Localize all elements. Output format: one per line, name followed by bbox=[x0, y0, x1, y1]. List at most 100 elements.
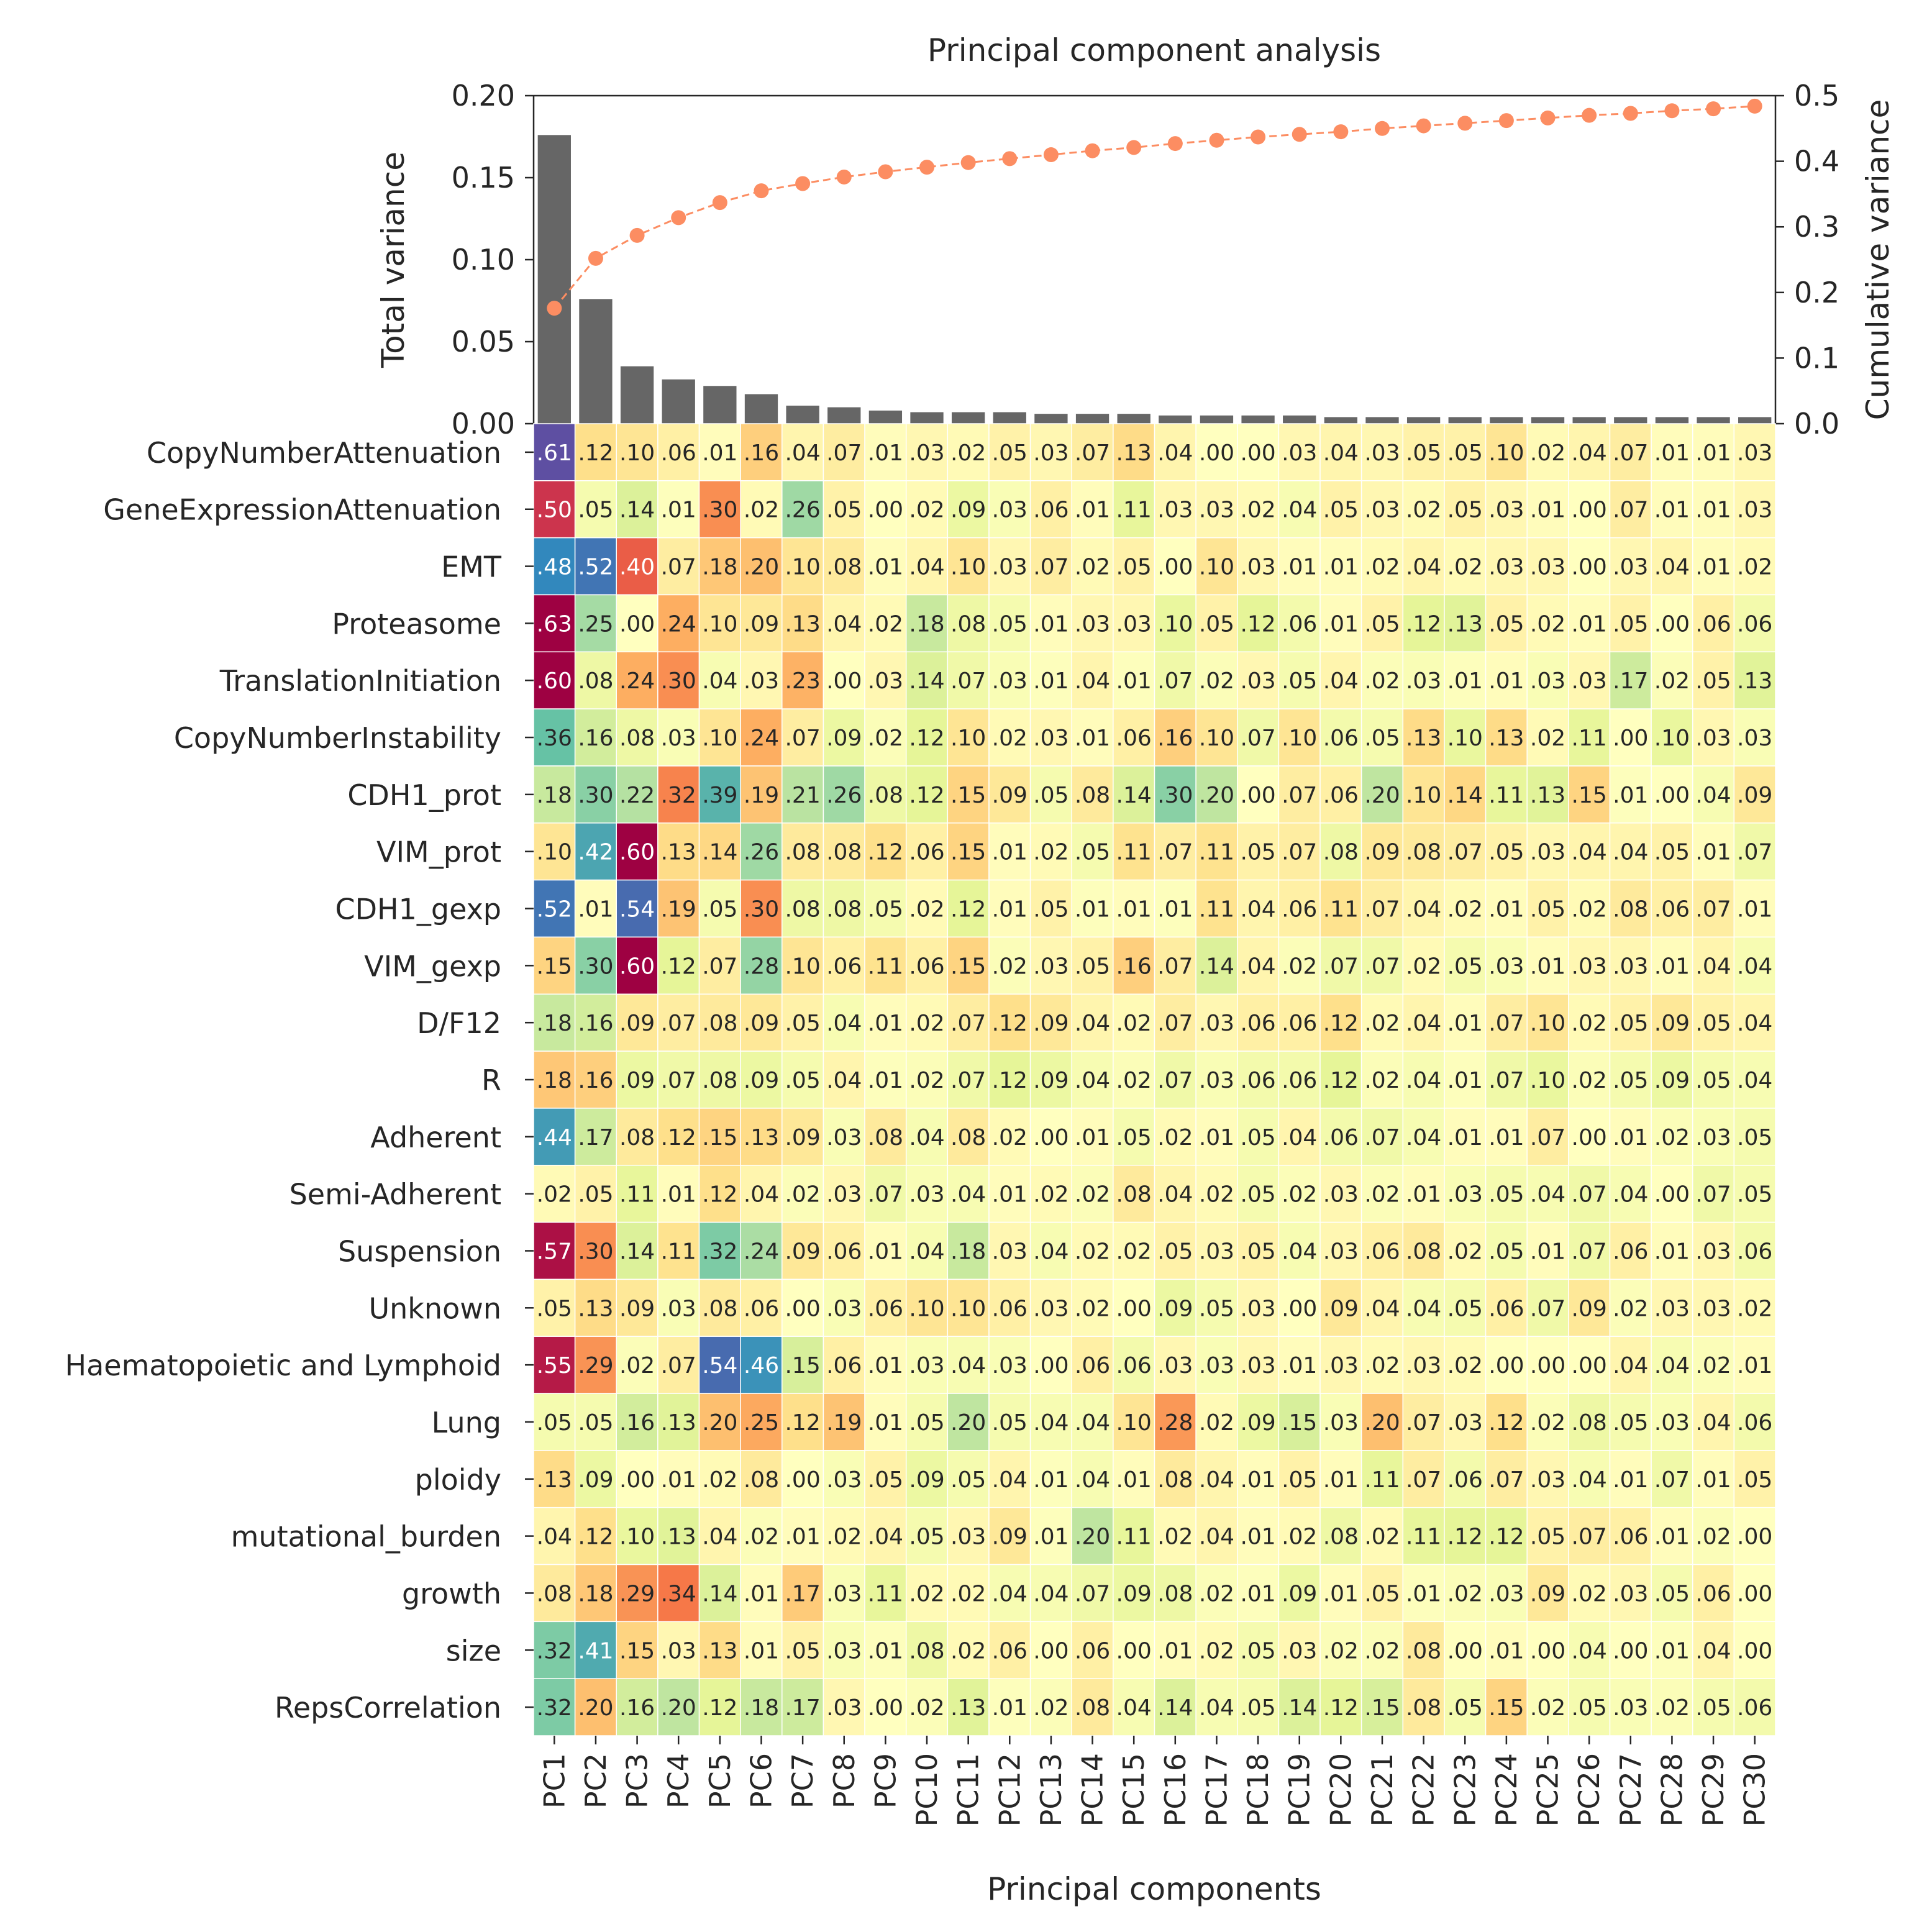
heatmap-value-label: .06 bbox=[992, 1296, 1028, 1321]
heatmap-value-label: .02 bbox=[1364, 668, 1400, 694]
heatmap-value-label: .30 bbox=[578, 783, 613, 808]
heatmap-value-label: .14 bbox=[1116, 783, 1152, 808]
heatmap-cell bbox=[1195, 822, 1238, 881]
column-label: PC13 bbox=[1034, 1753, 1068, 1826]
heatmap-cell bbox=[574, 1564, 617, 1623]
column-label: PC27 bbox=[1614, 1753, 1647, 1826]
heatmap-cell bbox=[988, 936, 1031, 995]
heatmap-value-label: .07 bbox=[1613, 498, 1648, 523]
column-label: PC28 bbox=[1655, 1753, 1688, 1826]
heatmap-value-label: .08 bbox=[826, 840, 862, 865]
variance-bar bbox=[1406, 417, 1441, 424]
heatmap-cell bbox=[1444, 1336, 1487, 1394]
heatmap-value-label: .01 bbox=[1654, 498, 1690, 523]
heatmap-value-label: .08 bbox=[1613, 897, 1648, 923]
heatmap-cell bbox=[1195, 1393, 1238, 1451]
heatmap-cell bbox=[1485, 1393, 1528, 1451]
heatmap-cell bbox=[822, 993, 865, 1052]
heatmap-cell bbox=[1319, 1278, 1362, 1337]
heatmap-cell bbox=[698, 480, 741, 539]
heatmap-cell bbox=[1609, 1278, 1652, 1337]
heatmap-value-label: .05 bbox=[1406, 440, 1441, 466]
heatmap-value-label: .08 bbox=[1323, 1524, 1359, 1550]
heatmap-value-label: .03 bbox=[1530, 555, 1565, 580]
heatmap-value-label: .05 bbox=[1447, 1695, 1483, 1721]
heatmap-cell bbox=[740, 1221, 783, 1280]
heatmap-value-label: .13 bbox=[537, 1467, 572, 1493]
heatmap-cell bbox=[864, 708, 907, 767]
heatmap-value-label: .02 bbox=[1447, 555, 1483, 580]
heatmap-cell bbox=[1733, 1506, 1776, 1565]
heatmap-value-label: .04 bbox=[1199, 1695, 1234, 1721]
heatmap-cell bbox=[1568, 708, 1611, 767]
heatmap-cell bbox=[1526, 1164, 1569, 1223]
heatmap-cell bbox=[1360, 822, 1404, 881]
heatmap-value-label: .12 bbox=[1447, 1524, 1483, 1550]
cumulative-variance-point bbox=[1457, 116, 1473, 131]
heatmap-value-label: .13 bbox=[1530, 783, 1565, 808]
heatmap-cell bbox=[740, 594, 783, 653]
heatmap-value-label: .01 bbox=[868, 1068, 903, 1093]
cumulative-variance-point bbox=[1002, 151, 1018, 166]
heatmap-value-label: .06 bbox=[1488, 1296, 1524, 1321]
heatmap-cell bbox=[864, 1108, 907, 1166]
heatmap-cell bbox=[1485, 1678, 1528, 1736]
heatmap-value-label: .05 bbox=[1737, 1467, 1772, 1493]
heatmap-value-label: .05 bbox=[950, 1467, 986, 1493]
heatmap-cell bbox=[698, 822, 741, 881]
heatmap-value-label: .10 bbox=[619, 440, 655, 466]
cumulative-variance-point bbox=[1582, 107, 1597, 123]
heatmap-cell bbox=[1113, 936, 1155, 995]
heatmap-value-label: .13 bbox=[661, 840, 696, 865]
heatmap-value-label: .05 bbox=[1447, 954, 1483, 979]
heatmap-value-label: .10 bbox=[537, 840, 572, 865]
heatmap-value-label: .03 bbox=[1323, 1410, 1359, 1436]
heatmap-value-label: .20 bbox=[1075, 1524, 1110, 1550]
heatmap-cell bbox=[1278, 1278, 1321, 1337]
heatmap-cell bbox=[1733, 480, 1776, 539]
column-label: PC20 bbox=[1324, 1753, 1357, 1826]
heatmap-value-label: .12 bbox=[578, 1524, 613, 1550]
heatmap-value-label: .08 bbox=[826, 555, 862, 580]
heatmap-value-label: .05 bbox=[1695, 1011, 1731, 1036]
heatmap-value-label: .02 bbox=[1530, 611, 1565, 637]
heatmap-value-label: .01 bbox=[992, 840, 1028, 865]
heatmap-cell bbox=[740, 1450, 783, 1508]
heatmap-value-label: .04 bbox=[1282, 498, 1317, 523]
heatmap-cell bbox=[1113, 537, 1155, 596]
heatmap-value-label: .00 bbox=[1654, 611, 1690, 637]
heatmap-value-label: .05 bbox=[1613, 1068, 1648, 1093]
heatmap-cell bbox=[1195, 993, 1238, 1052]
heatmap-value-label: .07 bbox=[1447, 840, 1483, 865]
heatmap-cell bbox=[698, 1678, 741, 1736]
variance-bar bbox=[868, 410, 903, 424]
heatmap-cell bbox=[947, 1678, 990, 1736]
heatmap-value-label: .06 bbox=[1323, 726, 1359, 751]
heatmap-value-label: .03 bbox=[1199, 1239, 1234, 1264]
heatmap-cell bbox=[1237, 708, 1280, 767]
row-label: TranslationInitiation bbox=[219, 664, 501, 698]
heatmap-value-label: .01 bbox=[992, 897, 1028, 923]
heatmap-cell bbox=[616, 1050, 658, 1109]
heatmap-cell bbox=[947, 1450, 990, 1508]
heatmap-cell bbox=[1360, 1108, 1404, 1166]
heatmap-cell bbox=[988, 879, 1031, 938]
cumulative-variance-point bbox=[1416, 118, 1431, 134]
heatmap-cell bbox=[740, 1278, 783, 1337]
heatmap-value-label: .01 bbox=[1033, 611, 1069, 637]
heatmap-cell bbox=[1029, 594, 1072, 653]
heatmap-value-label: .05 bbox=[992, 1410, 1028, 1436]
heatmap-value-label: .03 bbox=[1695, 1125, 1731, 1151]
heatmap-cell bbox=[988, 1678, 1031, 1736]
heatmap-value-label: .07 bbox=[950, 668, 986, 694]
heatmap-value-label: .15 bbox=[1282, 1410, 1317, 1436]
heatmap-cell bbox=[905, 1393, 949, 1451]
heatmap-cell bbox=[1071, 708, 1114, 767]
heatmap-value-label: .06 bbox=[661, 440, 696, 466]
heatmap-cell bbox=[988, 1506, 1031, 1565]
heatmap-value-label: .01 bbox=[1654, 1638, 1690, 1664]
heatmap-value-label: .02 bbox=[1075, 555, 1110, 580]
heatmap-cell bbox=[1733, 537, 1776, 596]
column-label: PC15 bbox=[1117, 1753, 1151, 1826]
heatmap-cell bbox=[616, 765, 658, 824]
